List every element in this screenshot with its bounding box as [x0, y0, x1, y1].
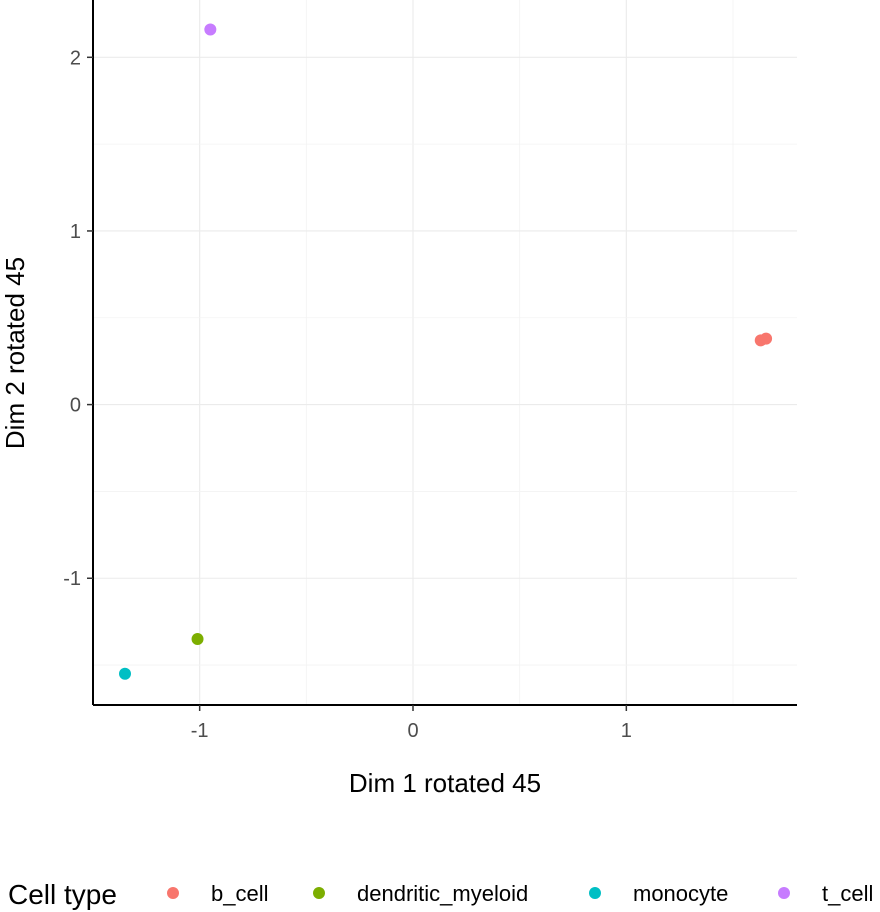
data-points [119, 23, 773, 680]
y-tick-label: 2 [70, 47, 81, 69]
x-tick-label: 0 [407, 720, 418, 742]
legend-title: Cell type [8, 879, 117, 910]
major-gridlines [93, 0, 797, 705]
point-dendritic_myeloid [191, 633, 204, 646]
y-axis-title: Dim 2 rotated 45 [0, 257, 30, 449]
point-b_cell [760, 332, 773, 345]
x-axis-ticks: -1 0 1 [191, 705, 632, 742]
y-axis-ticks: -1 0 1 2 [63, 47, 93, 590]
axes [92, 0, 797, 706]
legend-key-dendritic_myeloid [313, 887, 325, 899]
point-t_cell [204, 23, 217, 36]
legend: Cell type b_cell dendritic_myeloid monocyt… [8, 879, 873, 910]
legend-label-b_cell: b_cell [211, 881, 268, 906]
legend-label-dendritic_myeloid: dendritic_myeloid [357, 881, 528, 906]
legend-key-t_cell [778, 887, 790, 899]
legend-key-monocyte [589, 887, 601, 899]
x-tick-label: 1 [621, 720, 632, 742]
legend-label-monocyte: monocyte [633, 881, 728, 906]
x-axis-title: Dim 1 rotated 45 [349, 768, 541, 798]
point-monocyte [119, 667, 131, 680]
y-tick-label: -1 [63, 568, 81, 590]
y-tick-label: 1 [70, 221, 81, 243]
y-tick-label: 0 [70, 395, 81, 417]
legend-key-b_cell [167, 887, 179, 899]
legend-label-t_cell: t_cell [822, 881, 873, 906]
x-tick-label: -1 [191, 720, 209, 742]
